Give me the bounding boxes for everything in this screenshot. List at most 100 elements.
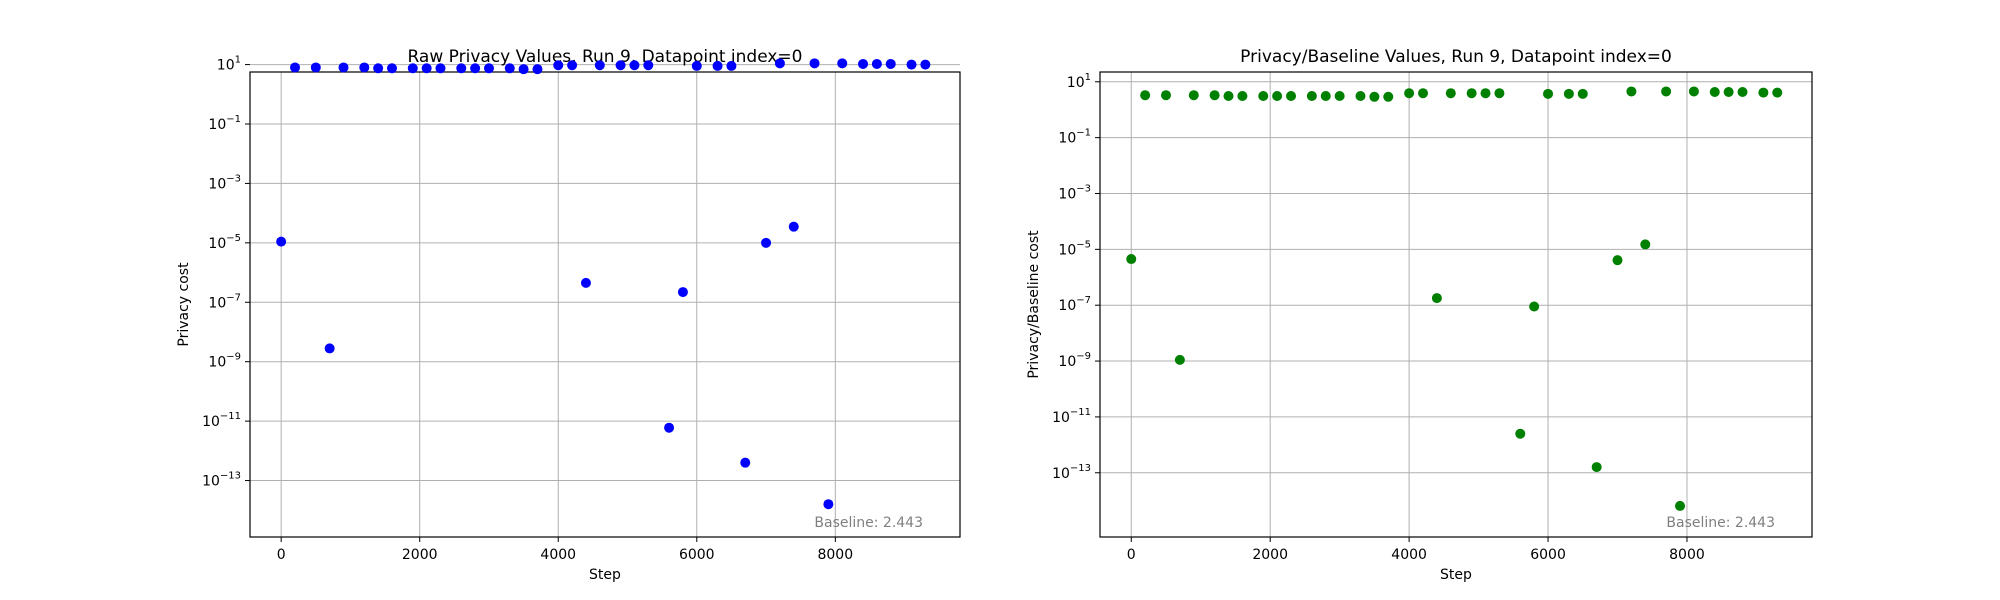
right-data-point — [1237, 90, 1248, 101]
left-data-point — [677, 287, 688, 298]
left-y-tick-label: 101 — [217, 55, 241, 74]
left-data-point — [885, 58, 896, 69]
left-data-point — [643, 60, 654, 71]
right-data-point — [1383, 91, 1394, 102]
left-data-point — [920, 59, 931, 70]
left-data-point — [629, 60, 640, 71]
right-data-point — [1709, 87, 1720, 98]
left-y-tick-label: 10−1 — [208, 114, 241, 133]
right-data-point — [1272, 90, 1283, 101]
right-y-tick-label: 10−5 — [1058, 239, 1091, 258]
right-data-point — [1661, 86, 1672, 97]
left-data-point — [532, 64, 543, 75]
left-data-point — [456, 63, 467, 74]
left-data-point — [809, 58, 820, 69]
right-data-point — [1543, 88, 1554, 99]
right-data-point — [1174, 354, 1185, 365]
left-data-point — [615, 60, 626, 71]
right-data-point — [1640, 239, 1651, 250]
right-data-point — [1466, 88, 1477, 99]
right-data-point — [1626, 86, 1637, 97]
right-y-tick-label: 10−3 — [1058, 183, 1091, 202]
right-y-axis-label: Privacy/Baseline cost — [1026, 230, 1042, 379]
right-baseline-annotation: Baseline: 2.443 — [1666, 515, 1775, 531]
right-data-point — [1758, 87, 1769, 98]
left-data-point — [823, 499, 834, 510]
right-x-tick-label: 8000 — [1669, 547, 1705, 563]
left-data-point — [324, 343, 335, 354]
left-data-point — [858, 58, 869, 69]
right-data-point — [1612, 255, 1623, 266]
right-chart-title: Privacy/Baseline Values, Run 9, Datapoin… — [1240, 47, 1672, 67]
left-data-point — [567, 60, 578, 71]
right-data-point — [1494, 88, 1505, 99]
right-data-point — [1209, 90, 1220, 101]
right-data-point — [1529, 301, 1540, 312]
right-data-point — [1286, 90, 1297, 101]
right-y-tick-label: 101 — [1067, 72, 1091, 91]
left-data-point — [691, 60, 702, 71]
right-data-point — [1688, 86, 1699, 97]
left-data-point — [761, 237, 772, 248]
left-data-point — [276, 236, 287, 247]
left-data-point — [290, 62, 301, 73]
right-data-point — [1418, 88, 1429, 99]
left-data-point — [594, 60, 605, 71]
right-y-tick-label: 10−7 — [1058, 295, 1091, 314]
left-data-point — [553, 60, 564, 71]
left-y-tick-label: 10−11 — [202, 411, 241, 430]
right-data-point — [1515, 428, 1526, 439]
left-data-point — [373, 63, 384, 74]
left-y-tick-label: 10−13 — [202, 471, 241, 490]
right-scatter-plot: Privacy/Baseline Values, Run 9, Datapoin… — [1026, 47, 1813, 583]
left-baseline-annotation: Baseline: 2.443 — [814, 515, 923, 531]
right-y-tick-label: 10−11 — [1052, 407, 1091, 426]
left-data-point — [871, 58, 882, 69]
left-data-point — [837, 58, 848, 69]
left-plot-frame — [249, 71, 961, 538]
left-chart-title: Raw Privacy Values, Run 9, Datapoint ind… — [407, 47, 802, 67]
right-data-point — [1223, 90, 1234, 101]
right-data-point — [1369, 91, 1380, 102]
right-data-point — [1404, 88, 1415, 99]
left-x-tick-label: 0 — [277, 547, 286, 563]
left-data-point — [504, 63, 515, 74]
left-data-point — [726, 60, 737, 71]
left-data-point — [906, 59, 917, 70]
left-data-point — [788, 221, 799, 232]
left-data-point — [407, 63, 418, 74]
right-data-point — [1591, 462, 1602, 473]
left-data-point — [470, 63, 481, 74]
right-data-point — [1737, 87, 1748, 98]
right-data-point — [1126, 254, 1137, 265]
left-data-point — [664, 422, 675, 433]
left-x-tick-label: 8000 — [817, 547, 853, 563]
left-data-point — [387, 63, 397, 74]
right-data-point — [1480, 88, 1491, 99]
left-data-point — [740, 457, 751, 468]
left-x-tick-label: 2000 — [402, 547, 438, 563]
left-data-point — [712, 60, 723, 71]
left-data-point — [483, 63, 494, 74]
left-data-point — [774, 58, 785, 69]
right-x-tick-label: 2000 — [1252, 547, 1288, 563]
left-data-point — [518, 64, 529, 75]
right-y-tick-label: 10−13 — [1052, 463, 1091, 482]
right-x-tick-label: 0 — [1127, 547, 1136, 563]
right-data-point — [1355, 90, 1366, 101]
right-data-point — [1772, 87, 1783, 98]
right-data-point — [1320, 90, 1331, 101]
left-data-point — [580, 277, 591, 288]
right-plot-frame — [1099, 71, 1813, 538]
right-x-tick-label: 4000 — [1391, 547, 1427, 563]
right-data-point — [1577, 88, 1588, 99]
right-data-point — [1431, 293, 1442, 304]
left-y-tick-label: 10−7 — [208, 292, 241, 311]
left-y-tick-label: 10−3 — [208, 173, 241, 192]
right-grid — [1100, 72, 1812, 537]
right-data-point — [1675, 500, 1686, 511]
left-scatter-plot: Raw Privacy Values, Run 9, Datapoint ind… — [176, 47, 961, 583]
right-y-tick-label: 10−9 — [1058, 351, 1091, 370]
left-data-point — [435, 63, 446, 74]
